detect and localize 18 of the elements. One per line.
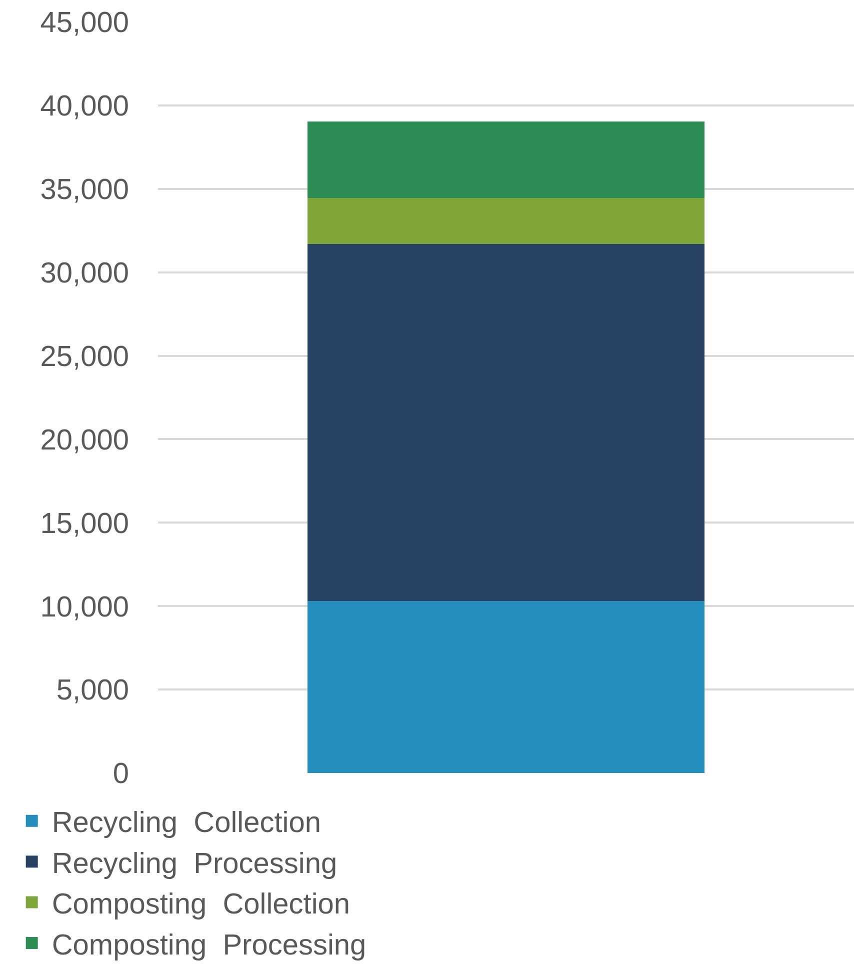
y-tick-label: 0 <box>112 758 129 790</box>
y-tick-label: 45,000 <box>40 7 129 40</box>
y-tick-label: 40,000 <box>40 90 129 123</box>
y-tick-label: 20,000 <box>40 424 129 456</box>
bar <box>308 244 704 602</box>
y-tick-label: 30,000 <box>40 257 129 290</box>
legend-label: Recycling Collection <box>52 807 322 840</box>
y-tick-label: 10,000 <box>40 591 129 624</box>
y-tick-label: 25,000 <box>40 340 129 373</box>
y-tick-label: 5,000 <box>56 674 129 707</box>
y-tick-label: 35,000 <box>40 174 129 206</box>
y-tick-label: 15,000 <box>40 508 129 540</box>
legend-label: Recycling Processing <box>52 848 338 880</box>
legend-label: Composting Processing <box>52 929 366 962</box>
bar <box>308 121 704 198</box>
bar <box>308 198 704 244</box>
legend-label: Composting Collection <box>52 888 350 921</box>
bar <box>308 601 704 773</box>
